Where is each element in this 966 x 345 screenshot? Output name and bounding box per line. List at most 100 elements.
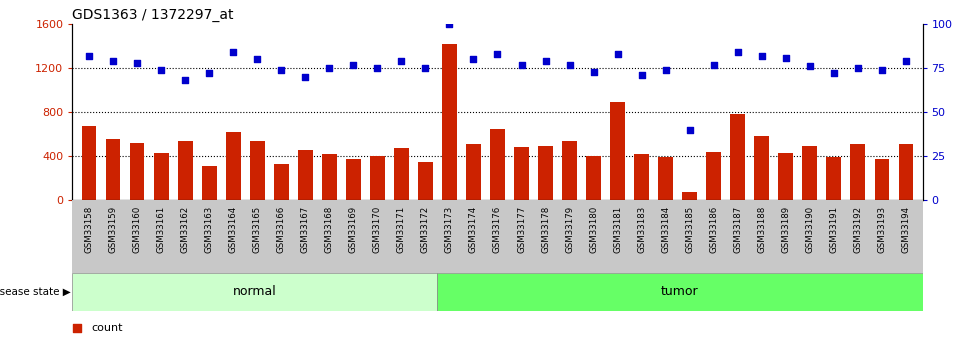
Text: GSM33191: GSM33191 [829,206,838,253]
Bar [418,161,433,200]
Point [273,67,289,73]
Bar [323,155,336,200]
Bar [72,273,437,310]
Point [514,62,529,67]
Point [346,62,361,67]
Bar [130,143,145,200]
Text: GSM33177: GSM33177 [517,206,526,253]
Text: GSM33183: GSM33183 [637,206,646,253]
Point [658,67,673,73]
Bar [779,153,793,200]
Text: GSM33178: GSM33178 [541,206,550,253]
Point [298,74,313,80]
Text: GSM33174: GSM33174 [469,206,478,253]
Bar [370,156,384,200]
Bar [827,157,840,200]
Point [441,21,457,27]
Bar [730,114,745,200]
Point [730,50,746,55]
Text: GSM33169: GSM33169 [349,206,358,253]
Bar [106,139,121,200]
Text: GSM33187: GSM33187 [733,206,742,253]
Bar [82,126,97,200]
Point [129,60,145,66]
Bar [437,273,923,310]
Text: GSM33186: GSM33186 [709,206,718,253]
Text: GSM33161: GSM33161 [156,206,166,253]
Text: GSM33159: GSM33159 [109,206,118,253]
Text: disease state ▶: disease state ▶ [0,287,71,296]
Text: GSM33162: GSM33162 [181,206,189,253]
Text: GSM33180: GSM33180 [589,206,598,253]
Point [350,215,365,220]
Text: GSM33170: GSM33170 [373,206,382,253]
Bar [250,141,265,200]
Point [322,66,337,71]
Text: GSM33172: GSM33172 [421,206,430,253]
Bar [754,136,769,200]
Text: tumor: tumor [661,285,698,298]
Bar [850,144,865,200]
Text: GSM33173: GSM33173 [445,206,454,253]
Text: GSM33165: GSM33165 [253,206,262,253]
Text: GSM33188: GSM33188 [757,206,766,253]
Bar [442,44,457,200]
Point [610,51,625,57]
Text: GSM33171: GSM33171 [397,206,406,253]
Point [466,57,481,62]
Point [202,71,217,76]
Point [417,66,433,71]
Point [538,58,554,64]
Point [826,71,841,76]
Text: GSM33164: GSM33164 [229,206,238,253]
Bar [202,166,216,200]
Text: GSM33192: GSM33192 [853,206,863,253]
Text: GSM33189: GSM33189 [781,206,790,253]
Point [105,58,121,64]
Point [585,69,601,75]
Text: GSM33168: GSM33168 [325,206,334,253]
Text: GSM33167: GSM33167 [300,206,310,253]
Point [394,58,410,64]
Text: GSM33158: GSM33158 [85,206,94,253]
Point [562,62,578,67]
Bar [491,129,504,200]
Text: GSM33193: GSM33193 [877,206,886,253]
Bar [611,102,625,200]
Bar [178,141,192,200]
Point [634,72,649,78]
Text: GSM33179: GSM33179 [565,206,574,253]
Bar [155,153,168,200]
Text: GSM33194: GSM33194 [901,206,910,253]
Bar [538,146,553,200]
Bar [874,159,889,200]
Bar [298,149,313,200]
Point [370,66,385,71]
Point [226,50,242,55]
Point [778,55,793,60]
Bar [394,148,409,200]
Text: GSM33181: GSM33181 [613,206,622,253]
Text: GSM33184: GSM33184 [661,206,670,253]
Text: GSM33163: GSM33163 [205,206,213,253]
Point [874,67,890,73]
Bar [514,147,528,200]
Bar [274,164,289,200]
Bar [562,141,577,200]
Point [898,58,914,64]
Bar [706,152,721,200]
Text: GSM33190: GSM33190 [806,206,814,253]
Text: GSM33176: GSM33176 [493,206,502,253]
Point [178,78,193,83]
Text: count: count [92,323,124,333]
Point [802,63,817,69]
Text: GSM33185: GSM33185 [685,206,695,253]
Bar [467,144,481,200]
Point [706,62,722,67]
Bar [682,193,696,200]
Bar [586,156,601,200]
Point [249,57,265,62]
Point [850,66,866,71]
Point [490,51,505,57]
Text: GSM33160: GSM33160 [132,206,142,253]
